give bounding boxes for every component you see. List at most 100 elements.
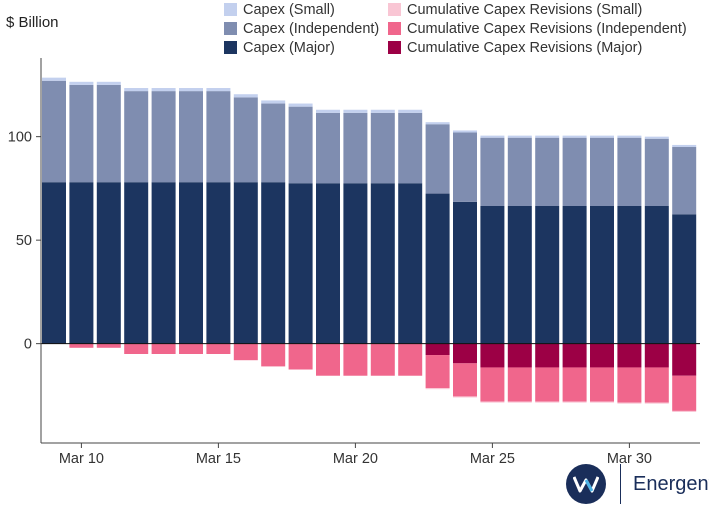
bar-segment — [507, 135, 532, 138]
bar-segment — [617, 367, 642, 403]
legend-label: Cumulative Capex Revisions (Major) — [407, 39, 643, 56]
bar-segment — [507, 401, 532, 403]
bar-segment — [206, 88, 231, 92]
bar-segment — [453, 132, 477, 202]
bar-segment — [425, 355, 450, 389]
bar-segment — [96, 84, 121, 183]
legend-item-capex-major: Capex (Major) — [224, 38, 379, 57]
bar-segment — [42, 182, 66, 344]
legend-capex: Capex (Small) Capex (Independent) Capex … — [224, 0, 379, 57]
bar-segment — [151, 343, 176, 354]
legend-revisions: Cumulative Capex Revisions (Small) Cumul… — [388, 0, 687, 57]
bar-segment — [535, 205, 560, 344]
bar-segment — [151, 91, 176, 183]
legend-label: Capex (Major) — [243, 39, 335, 56]
energent-logo: Energent — [566, 464, 709, 504]
bar-segment — [480, 205, 505, 344]
bar-segment — [425, 124, 450, 194]
bar-segment — [316, 343, 340, 376]
bar-segment — [42, 80, 66, 183]
bar-segment — [343, 183, 368, 344]
legend-item-revisions-major: Cumulative Capex Revisions (Major) — [388, 38, 687, 57]
bar-segment — [233, 343, 258, 361]
bar-segment — [617, 402, 642, 404]
bar-segment — [644, 205, 669, 344]
bar-segment — [124, 343, 149, 354]
bar-segment — [370, 343, 395, 376]
bar-segment — [562, 135, 587, 138]
bar-segment — [590, 205, 614, 344]
legend-swatch-revisions-independent — [388, 22, 401, 35]
legend-swatch-capex-independent — [224, 22, 237, 35]
bar-segment — [562, 367, 587, 402]
bar-segment — [261, 343, 286, 367]
legend-swatch-revisions-small — [388, 3, 401, 16]
bar-segment — [617, 137, 642, 206]
bar-segment — [42, 77, 66, 81]
bar-segment — [617, 205, 642, 344]
bar-segment — [370, 183, 395, 344]
bar-segment — [316, 112, 340, 184]
bar-segment — [617, 135, 642, 138]
bar-segment — [425, 343, 450, 356]
bar-segment — [124, 88, 149, 92]
bar-segment — [590, 137, 614, 206]
legend-label: Cumulative Capex Revisions (Small) — [407, 1, 643, 18]
bar-segment — [590, 343, 614, 368]
bar-segment — [590, 135, 614, 138]
x-tick-label: Mar 30 — [607, 451, 652, 467]
bar-segment — [480, 401, 505, 403]
x-tick-label: Mar 20 — [333, 451, 378, 467]
bar-segment — [644, 402, 669, 404]
legend-item-capex-independent: Capex (Independent) — [224, 19, 379, 38]
legend-swatch-capex-small — [224, 3, 237, 16]
bar-segment — [69, 182, 94, 344]
y-axis-label: $ Billion — [6, 14, 59, 31]
bar-segment — [343, 343, 368, 376]
bar-segment — [644, 136, 669, 139]
legend-label: Capex (Independent) — [243, 20, 380, 37]
bar-segment — [480, 137, 505, 206]
bar-segment — [316, 109, 340, 113]
bar-segment — [179, 343, 203, 354]
bar-segment — [233, 182, 258, 344]
w-logo-icon — [566, 464, 606, 504]
bar-segment — [562, 401, 587, 403]
bar-segment — [507, 205, 532, 344]
bar-segment — [261, 100, 286, 104]
bar-segment — [617, 343, 642, 368]
legend-label: Cumulative Capex Revisions (Independent) — [407, 20, 687, 37]
y-tick-label: 50 — [16, 233, 32, 249]
bar-segment — [672, 147, 697, 215]
bar-segment — [425, 193, 450, 344]
bar-segment — [316, 183, 340, 344]
bar-segment — [179, 91, 203, 183]
bar-segment — [672, 375, 697, 411]
bar-segment — [672, 214, 697, 344]
legend-swatch-capex-major — [224, 41, 237, 54]
bar-segment — [590, 367, 614, 402]
w-glyph-icon — [573, 476, 599, 493]
bar-segment — [425, 388, 450, 390]
bar-segment — [535, 135, 560, 138]
bar-segment — [507, 343, 532, 368]
bar-segment — [398, 112, 423, 184]
bar-segment — [261, 103, 286, 183]
y-tick-label: 100 — [8, 130, 32, 146]
bar-segment — [398, 343, 423, 376]
bar-segment — [151, 182, 176, 344]
bar-segment — [233, 97, 258, 183]
bar-segment — [453, 343, 477, 364]
bar-segment — [672, 343, 697, 376]
bar-segment — [644, 138, 669, 206]
legend-item-revisions-small: Cumulative Capex Revisions (Small) — [388, 0, 687, 19]
bar-segment — [535, 401, 560, 403]
bar-segment — [453, 130, 477, 133]
bar-segment — [644, 367, 669, 403]
bar-segment — [96, 343, 121, 348]
bar-segment — [288, 183, 313, 344]
bar-segment — [288, 343, 313, 370]
bar-segment — [261, 182, 286, 344]
bar-segment — [288, 106, 313, 184]
bar-segment — [453, 201, 477, 344]
